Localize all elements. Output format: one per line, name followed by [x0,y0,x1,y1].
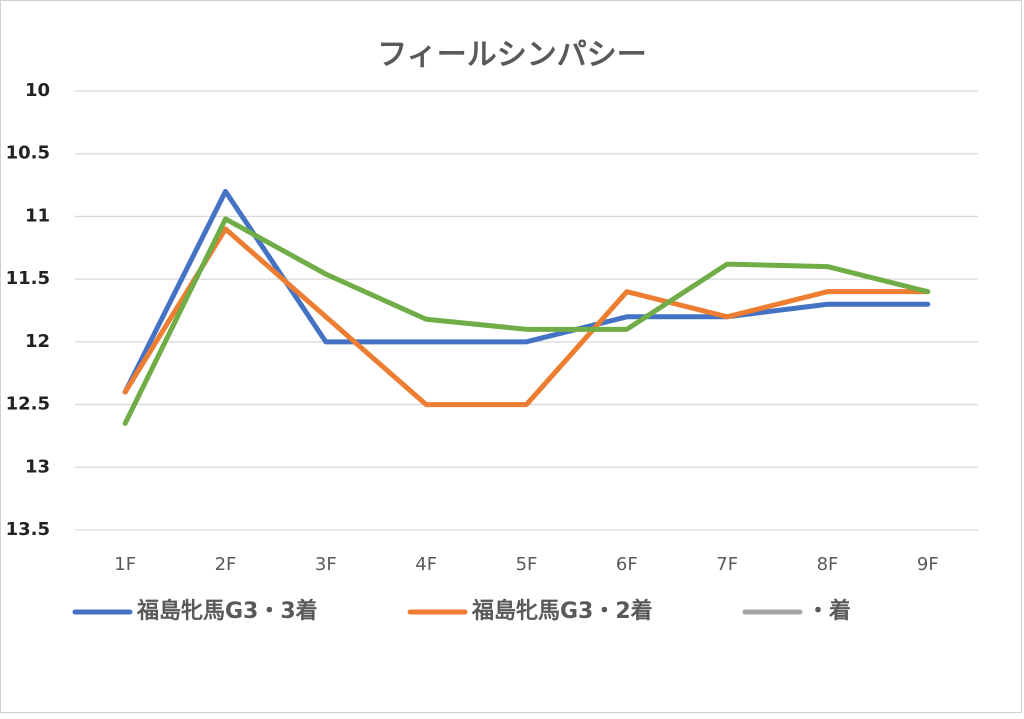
series-line [122,216,931,426]
x-tick-label: 7F [716,554,738,575]
x-tick-label: 5F [516,554,538,575]
y-tick-label: 12.5 [6,394,50,415]
y-tick-label: 13.5 [6,519,50,540]
chart-title: フィールシンパシー [377,38,646,73]
y-tick-label: 11.5 [6,268,50,289]
x-tick-label: 3F [315,554,337,575]
y-tick-label: 13 [25,456,50,477]
y-tick-label: 11 [25,205,50,226]
series-line [122,188,931,395]
x-tick-label: 1F [114,554,136,575]
x-tick-label: 6F [616,554,638,575]
x-tick-label: 8F [817,554,839,575]
legend-label: ・着 [807,598,851,624]
y-tick-label: 12 [25,331,50,352]
legend-label: 福島牝馬G3・2着 [471,598,653,624]
y-tick-label: 10.5 [6,143,50,164]
x-tick-label: 4F [415,554,437,575]
legend-label: 福島牝馬G3・3着 [136,598,318,624]
x-tick-label: 2F [215,554,237,575]
series-line [122,226,931,408]
x-tick-label: 9F [917,554,939,575]
y-tick-label: 10 [25,80,50,101]
